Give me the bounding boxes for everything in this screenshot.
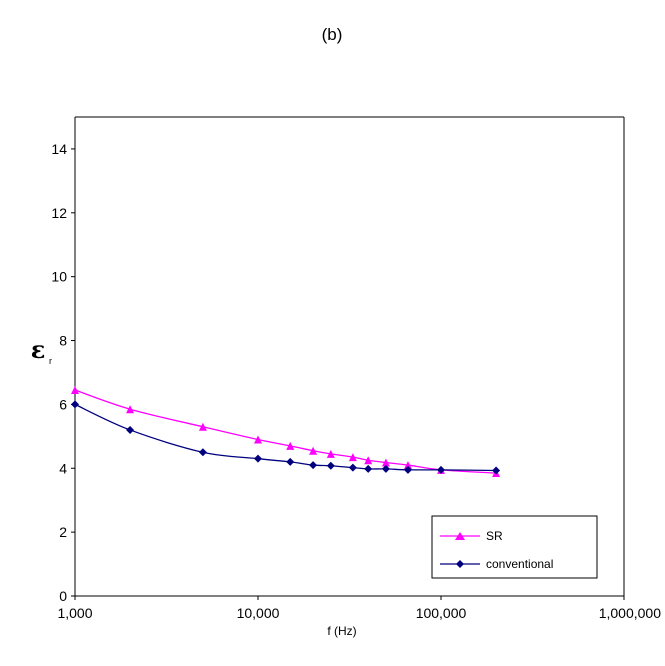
data-point-conventional <box>286 457 295 466</box>
x-tick-label: 100,000 <box>416 605 467 621</box>
legend-conventional-marker <box>456 560 464 568</box>
data-point-conventional <box>198 448 207 457</box>
data-point-SR <box>254 435 262 444</box>
plot-area <box>74 116 625 597</box>
legend: SR conventional <box>431 515 598 579</box>
x-ticks: 1,000 10,000 100,000 1,000,000 <box>57 596 661 621</box>
data-point-conventional <box>381 464 390 473</box>
data-point-conventional <box>364 464 373 473</box>
series-layer <box>71 386 501 478</box>
y-tick-label: 2 <box>59 524 67 540</box>
y-tick-label: 6 <box>59 396 67 412</box>
y-axis-title-main: ε <box>31 335 46 364</box>
data-point-SR <box>309 446 318 455</box>
data-point-conventional <box>348 463 357 472</box>
y-axis-title-subscript: r <box>49 356 52 366</box>
y-tick-label: 8 <box>59 333 67 349</box>
x-tick-label: 1,000,000 <box>599 605 661 621</box>
data-point-SR <box>326 449 335 458</box>
y-axis-title: ε r <box>31 335 52 366</box>
y-tick-label: 12 <box>51 205 67 221</box>
data-point-SR <box>381 458 390 467</box>
data-point-SR <box>286 441 295 450</box>
data-point-conventional <box>437 465 445 474</box>
series-line-conventional <box>74 403 497 472</box>
y-ticks: 0 2 4 6 8 10 12 14 <box>51 141 75 604</box>
data-point-conventional <box>492 466 501 475</box>
y-tick-label: 4 <box>59 460 67 476</box>
data-point-SR <box>71 386 79 395</box>
data-point-conventional <box>71 400 79 409</box>
y-tick-label: 0 <box>59 588 67 604</box>
data-point-SR <box>403 461 412 470</box>
x-tick-label: 1,000 <box>57 605 92 621</box>
data-point-SR <box>364 456 373 465</box>
panel-label: (b) <box>322 25 343 44</box>
x-tick-label: 10,000 <box>237 605 280 621</box>
data-point-SR <box>348 453 357 462</box>
y-tick-label: 10 <box>51 269 67 285</box>
data-point-conventional <box>403 465 412 474</box>
legend-sr-label: SR <box>486 529 503 543</box>
series-line-SR <box>74 389 497 474</box>
data-point-conventional <box>126 425 135 434</box>
y-tick-label: 14 <box>51 141 67 157</box>
legend-sr-marker <box>455 532 465 540</box>
data-point-conventional <box>309 461 318 470</box>
data-point-conventional <box>326 461 335 470</box>
data-point-conventional <box>254 454 262 463</box>
data-point-SR <box>198 422 207 431</box>
legend-conventional-label: conventional <box>486 557 553 571</box>
legend-box <box>431 515 598 579</box>
data-point-SR <box>126 405 135 414</box>
x-axis-title: f (Hz) <box>327 624 356 638</box>
